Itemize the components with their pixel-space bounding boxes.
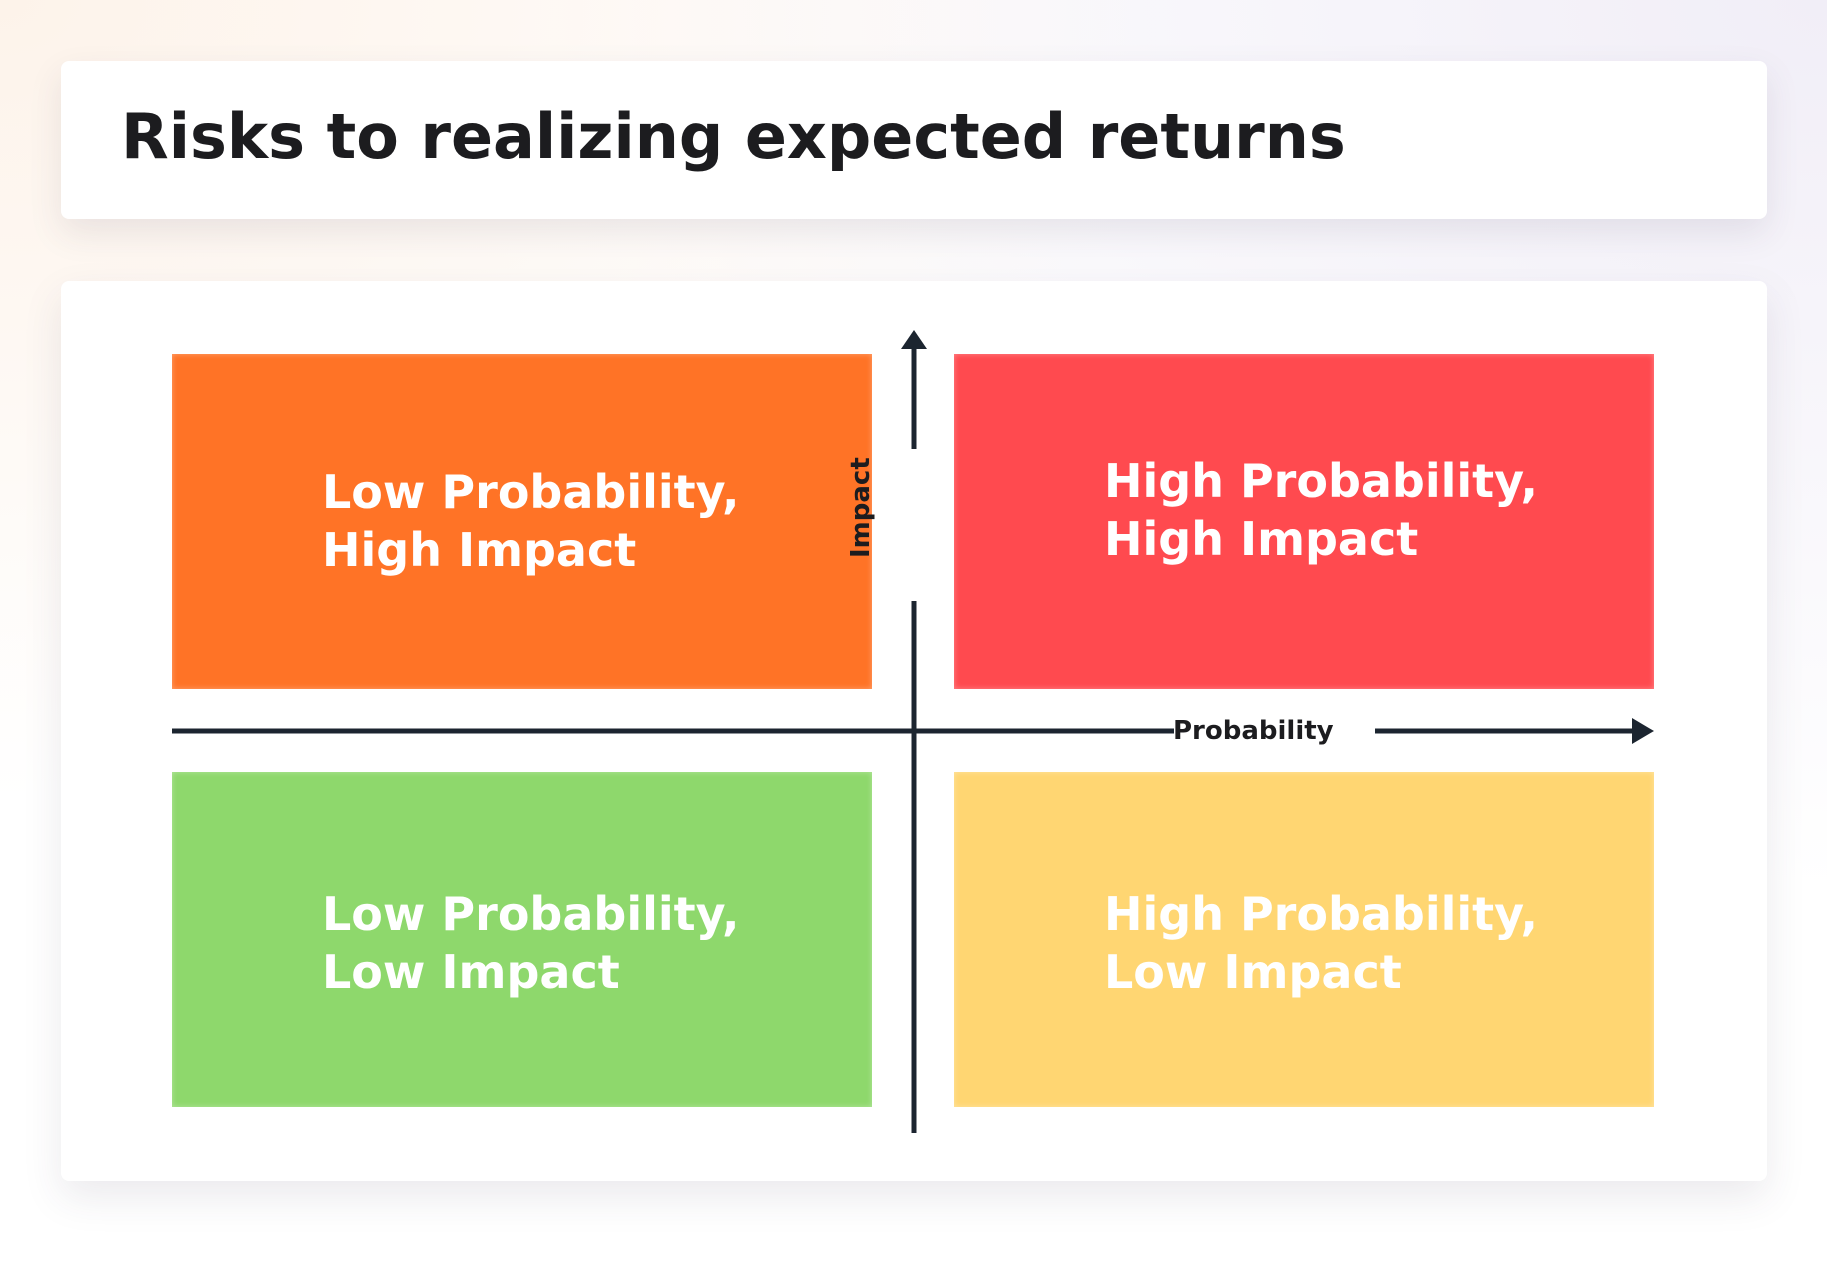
title-card: Risks to realizing expected returns: [61, 61, 1767, 219]
quadrant-high-probability-low-impact: High Probability, Low Impact: [954, 772, 1654, 1107]
quadrant-high-probability-high-impact: High Probability, High Impact: [954, 354, 1654, 689]
quadrant-label: Low Probability, Low Impact: [172, 885, 740, 1001]
quadrant-label-line: High Probability,: [1104, 886, 1539, 941]
quadrant-label-line: High Impact: [322, 522, 637, 577]
x-axis-label: Probability: [1173, 716, 1334, 746]
x-axis-arrowhead: [1632, 718, 1654, 744]
quadrant-label: High Probability, High Impact: [954, 452, 1538, 568]
quadrant-low-probability-low-impact: Low Probability, Low Impact: [172, 772, 872, 1107]
quadrant-label: High Probability, Low Impact: [954, 885, 1538, 1001]
quadrant-label-line: Low Impact: [1104, 944, 1402, 999]
quadrant-label-line: Low Probability,: [322, 886, 740, 941]
quadrant-label-line: High Probability,: [1104, 453, 1539, 508]
quadrant-label-line: Low Impact: [322, 944, 620, 999]
y-axis-arrowhead: [901, 330, 927, 349]
risk-matrix: Low Probability, High Impact High Probab…: [61, 281, 1767, 1181]
quadrant-label-line: High Impact: [1104, 511, 1419, 566]
quadrant-low-probability-high-impact: Low Probability, High Impact: [172, 354, 872, 689]
quadrant-label: Low Probability, High Impact: [172, 463, 740, 579]
y-axis-label: Impact: [846, 457, 876, 558]
quadrant-label-line: Low Probability,: [322, 464, 740, 519]
axes: [172, 330, 1654, 1133]
page-title: Risks to realizing expected returns: [121, 100, 1346, 173]
